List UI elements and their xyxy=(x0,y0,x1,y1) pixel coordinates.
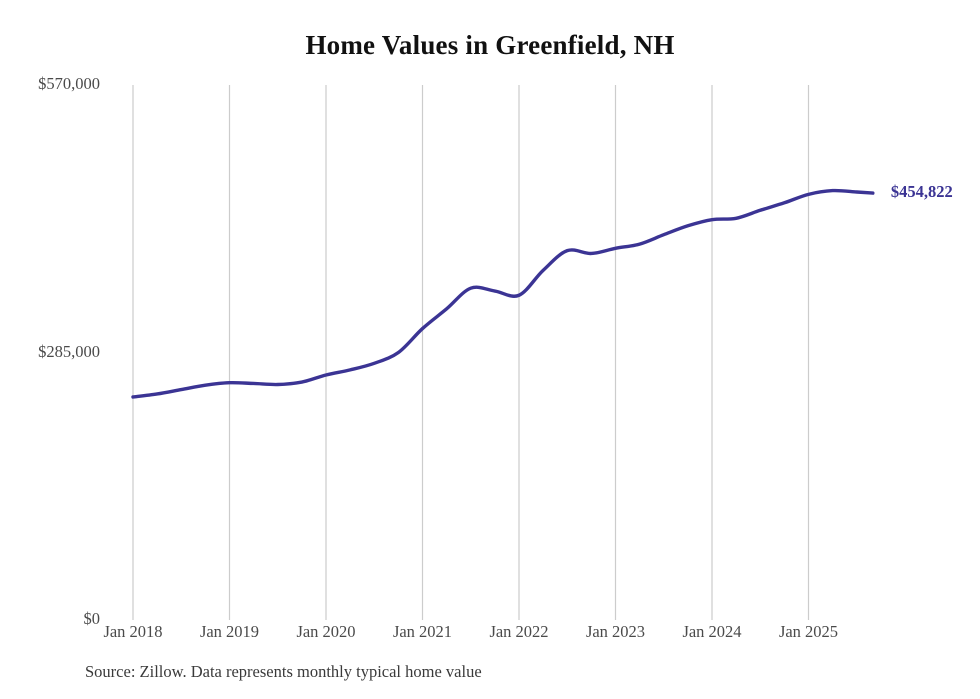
x-tick-label-jan-2020: Jan 2020 xyxy=(296,622,356,641)
x-tick-label-jan-2023: Jan 2023 xyxy=(585,622,646,641)
series-line-home-values xyxy=(131,188,875,399)
end-value-label: $454,822 xyxy=(890,182,953,202)
x-tick-label-jan-2018: Jan 2018 xyxy=(103,622,163,641)
chart-title: Home Values in Greenfield, NH xyxy=(305,30,675,60)
source-note: Source: Zillow. Data represents monthly … xyxy=(85,662,482,681)
x-tick-label-jan-2024: Jan 2024 xyxy=(682,622,742,641)
x-tick-label-jan-2021: Jan 2021 xyxy=(392,622,453,641)
x-tick-label-jan-2025: Jan 2025 xyxy=(778,622,839,641)
y-tick-label-570000: $570,000 xyxy=(38,74,100,93)
gridlines-group xyxy=(132,85,810,620)
y-tick-label-285000: $285,000 xyxy=(38,341,100,361)
x-tick-label-jan-2022: Jan 2022 xyxy=(489,622,549,641)
y-tick-label-0: $0 xyxy=(83,609,101,628)
x-tick-label-jan-2019: Jan 2019 xyxy=(199,622,260,641)
